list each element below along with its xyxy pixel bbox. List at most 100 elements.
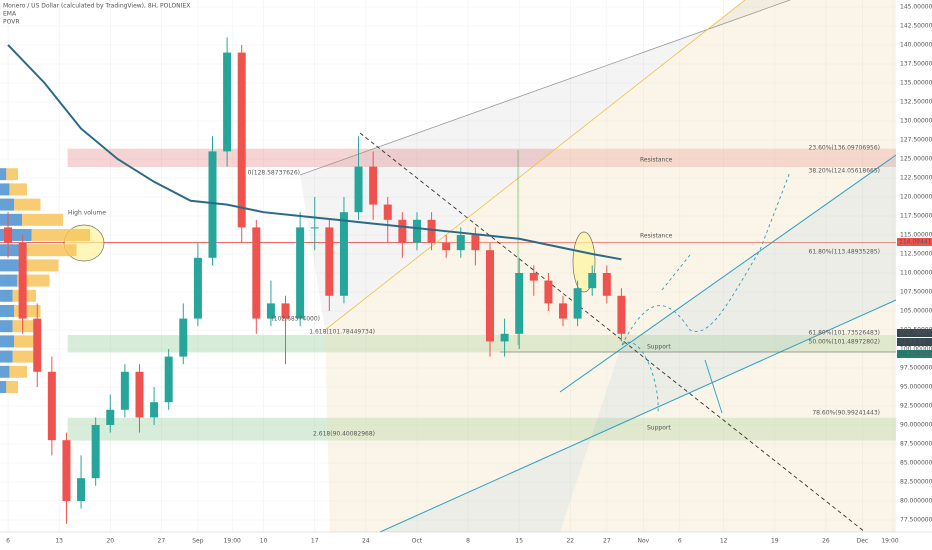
annotation: 38.20%(124.05618665) (809, 168, 880, 175)
volume-bar (0, 198, 15, 211)
price-tag-label: 01:03:53 (899, 339, 926, 346)
candle-body (602, 272, 611, 296)
price-tag (897, 238, 932, 246)
candle-body (369, 166, 378, 205)
volume-bar (6, 168, 18, 181)
candle-body (223, 52, 232, 152)
channel-line (379, 299, 897, 533)
y-tick-label: 95.00000000 (900, 383, 932, 390)
candle-body (339, 212, 348, 296)
y-tick-label: 125.00000000 (900, 155, 932, 162)
annotation: 78.60%(90.99241443) (812, 410, 880, 417)
x-tick-label: 8 (466, 538, 470, 545)
projection-arrow (704, 359, 723, 414)
candle-body (179, 318, 188, 357)
candle-body (588, 272, 597, 289)
volume-bar (0, 380, 7, 393)
y-tick-label: 90.00000000 (900, 421, 932, 428)
candle-body (617, 295, 626, 334)
ema-line (7, 44, 622, 261)
candle-body (500, 333, 509, 342)
volume-bar (20, 259, 59, 272)
y-tick-label: 140.00000000 (900, 41, 932, 48)
x-tick-label: Sep (192, 538, 204, 545)
candle-body (456, 234, 465, 251)
x-tick-label: 19 (771, 538, 779, 545)
channel-line (324, 0, 746, 331)
price-tag-label: 99.15950046 (899, 351, 932, 358)
candle-body (18, 242, 27, 319)
y-tick-label: 100.00000000 (900, 345, 932, 352)
x-tick-label: 17 (311, 538, 319, 545)
annotation: 1.618(101.78449734) (309, 329, 375, 336)
annotation: Support (647, 344, 671, 351)
y-tick-label: 85.00000000 (900, 459, 932, 466)
y-tick-label: 107.50000000 (900, 288, 932, 295)
candle-body (485, 250, 494, 342)
candle-body (208, 151, 217, 258)
volume-bar (0, 168, 7, 181)
x-tick-label: 12 (720, 538, 728, 545)
candle-body (544, 280, 553, 304)
y-tick-label: 127.50000000 (900, 136, 932, 143)
price-tag-label: 102.08007873 (899, 330, 932, 337)
volume-bar (0, 320, 13, 333)
annotation: 23.60%(136.09706956) (809, 145, 880, 152)
y-tick-label: 120.00000000 (900, 193, 932, 200)
volume-bar (14, 304, 41, 317)
candle-body (296, 227, 305, 319)
x-tick-label: 6 (678, 538, 682, 545)
x-tick-label: Oct (412, 538, 423, 545)
x-tick-label: 10 (260, 538, 268, 545)
y-tick-label: 145.00000000 (900, 3, 932, 10)
y-tick-label: 92.50000000 (900, 402, 932, 409)
y-tick-label: 110.00000000 (900, 269, 932, 276)
channel-fill (325, 0, 896, 532)
annotation: Resistance (640, 157, 673, 164)
candle-body (471, 234, 480, 251)
x-tick-label: 24 (362, 538, 370, 545)
candle-body (281, 303, 290, 319)
annotation: Support (647, 425, 671, 432)
price-tag-label: 114.09441134 (899, 239, 932, 246)
candle-body (47, 371, 56, 441)
x-tick-label: Dec (857, 538, 869, 545)
candle-body (91, 424, 100, 479)
y-tick-label: 142.50000000 (900, 22, 932, 29)
annotation: 2.618(90.40082968) (313, 431, 375, 438)
channel-line (559, 154, 897, 393)
x-tick-label: Nov (637, 538, 649, 545)
y-tick-label: 112.50000000 (900, 250, 932, 257)
y-tick-label: 82.50000000 (900, 478, 932, 485)
projection-path (621, 171, 791, 346)
y-tick-label: 97.50000000 (900, 364, 932, 371)
volume-bar (0, 350, 13, 363)
y-tick-label: 80.00000000 (900, 497, 932, 504)
candle-body (120, 371, 129, 410)
candle-body (164, 356, 173, 403)
candle-body (252, 227, 261, 319)
candle-body (62, 440, 71, 501)
candle-body (412, 219, 421, 243)
candle-body (529, 272, 538, 281)
volume-bar (9, 183, 27, 196)
indicator-label: EMA (3, 11, 17, 18)
channel-fill (380, 155, 896, 532)
candle-body (573, 288, 582, 319)
indicator-label: POVR (3, 19, 20, 26)
candle-body (237, 52, 246, 228)
annotation: 0(128.58737626) (248, 170, 300, 177)
candle-body (398, 219, 407, 243)
y-tick-label: 77.50000000 (900, 516, 932, 523)
volume-bar (26, 244, 77, 257)
y-tick-label: 122.50000000 (900, 174, 932, 181)
candle-body (135, 371, 144, 418)
candle-body (559, 303, 568, 319)
projection-arrow (661, 254, 691, 291)
trend-line (359, 132, 866, 533)
x-tick-label: 6 (6, 538, 10, 545)
candle-body (383, 204, 392, 220)
x-tick-label: 19:00 (881, 538, 898, 545)
candle-body (4, 227, 13, 243)
